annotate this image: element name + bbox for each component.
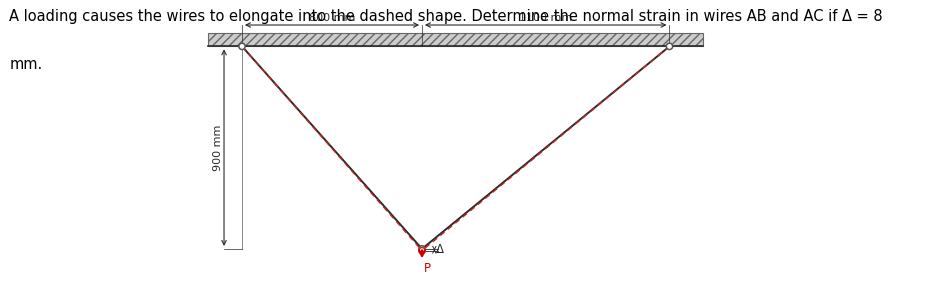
Text: 1100 mm: 1100 mm bbox=[519, 13, 573, 23]
Bar bbox=[208, 33, 703, 46]
Circle shape bbox=[418, 248, 425, 254]
Text: Δ: Δ bbox=[436, 243, 444, 256]
Text: mm.: mm. bbox=[9, 57, 43, 72]
Text: A loading causes the wires to elongate into the dashed shape. Determine the norm: A loading causes the wires to elongate i… bbox=[9, 9, 883, 24]
Circle shape bbox=[239, 43, 245, 49]
Text: 800 mm: 800 mm bbox=[309, 13, 355, 23]
Circle shape bbox=[666, 43, 672, 49]
Circle shape bbox=[418, 246, 425, 252]
Text: 900 mm: 900 mm bbox=[213, 124, 223, 171]
Text: P: P bbox=[424, 262, 431, 275]
